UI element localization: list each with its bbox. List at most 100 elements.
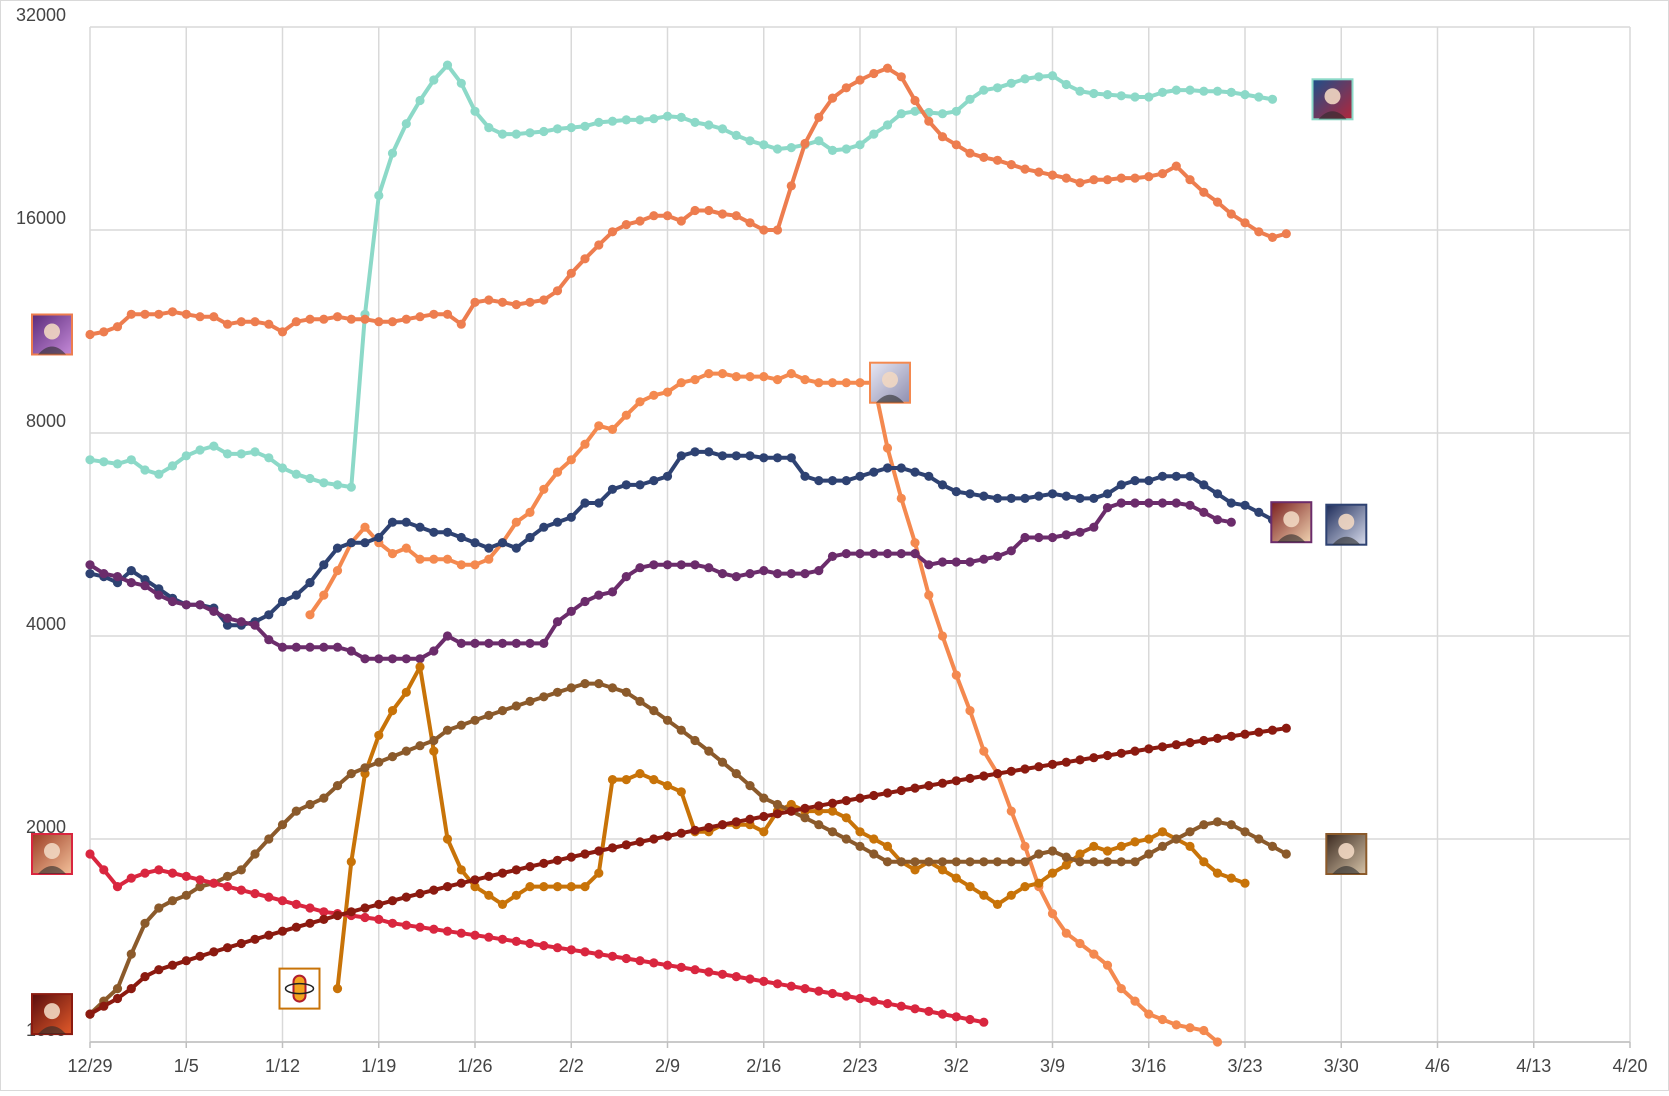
data-point: [497, 868, 508, 878]
data-point: [99, 865, 109, 875]
data-point: [992, 769, 1003, 779]
data-point: [99, 457, 109, 467]
data-point: [236, 865, 246, 875]
data-point: [112, 322, 123, 332]
data-point: [222, 319, 233, 329]
data-point: [195, 445, 205, 455]
data-point: [525, 638, 535, 649]
data-point: [855, 793, 865, 803]
data-point: [649, 476, 659, 486]
data-point: [1116, 857, 1126, 867]
data-point: [731, 451, 741, 461]
data-point: [1047, 759, 1058, 770]
data-point: [676, 451, 686, 461]
data-point: [855, 827, 865, 837]
data-point: [415, 312, 425, 322]
data-point: [717, 969, 728, 979]
data-point: [319, 478, 329, 488]
data-point: [662, 387, 673, 397]
icon-shoulders: [1332, 536, 1361, 545]
data-point: [511, 300, 521, 310]
data-point: [1185, 841, 1195, 852]
data-point: [511, 638, 521, 649]
data-point: [154, 590, 164, 600]
data-point: [717, 369, 728, 379]
icon-face: [1283, 511, 1300, 528]
data-point: [552, 286, 563, 296]
data-point: [635, 397, 645, 407]
data-point: [1102, 90, 1113, 100]
data-point: [869, 68, 879, 79]
capsule-shape: [292, 974, 307, 1003]
data-point: [800, 375, 810, 385]
data-point: [1102, 503, 1113, 513]
data-point: [291, 922, 301, 932]
data-point: [1212, 86, 1223, 96]
gridlines: [89, 26, 1631, 1043]
data-point: [1240, 500, 1250, 510]
data-point: [470, 638, 480, 649]
data-point: [566, 882, 576, 892]
y-tick-label: 16000: [16, 208, 66, 228]
data-point: [415, 522, 425, 532]
data-point: [786, 806, 796, 816]
data-point: [442, 60, 453, 70]
data-point: [855, 75, 865, 85]
data-point: [484, 295, 494, 305]
data-point: [387, 148, 398, 158]
data-point: [594, 117, 604, 127]
data-point: [1061, 928, 1071, 938]
data-point: [772, 809, 783, 819]
data-point: [979, 85, 989, 95]
data-point: [979, 890, 989, 900]
data-point: [1047, 909, 1058, 919]
series-line: [88, 681, 1289, 1017]
data-point: [1089, 88, 1099, 99]
data-point: [222, 871, 233, 882]
data-point: [937, 557, 948, 567]
data-point: [759, 453, 769, 463]
x-tick-label: 3/2: [944, 1056, 969, 1076]
data-point: [1171, 834, 1181, 844]
data-point: [827, 93, 838, 103]
data-point: [1130, 173, 1140, 183]
data-point: [979, 554, 989, 564]
data-point: [1116, 91, 1126, 101]
data-point: [924, 857, 934, 867]
data-point: [1116, 173, 1126, 183]
data-point: [607, 484, 618, 494]
data-point: [759, 811, 769, 822]
data-point: [401, 892, 411, 902]
data-point: [484, 871, 494, 882]
data-point: [1075, 755, 1085, 765]
data-point: [1212, 1037, 1223, 1047]
data-point: [1075, 849, 1085, 859]
data-point: [869, 549, 879, 559]
data-point: [621, 220, 631, 230]
data-point: [992, 899, 1003, 910]
data-point: [126, 873, 136, 883]
data-point: [415, 662, 425, 672]
data-point: [525, 128, 535, 138]
data-point: [594, 498, 604, 508]
data-point: [717, 820, 728, 830]
data-point: [690, 375, 700, 385]
data-point: [1061, 173, 1071, 183]
data-point: [1047, 532, 1058, 543]
data-point: [621, 115, 631, 125]
data-point: [1006, 78, 1016, 88]
data-point: [621, 480, 631, 490]
data-point: [759, 566, 769, 576]
data-point: [415, 889, 425, 899]
data-point: [566, 455, 576, 465]
data-point: [332, 543, 343, 553]
data-point: [690, 447, 700, 457]
axes: 12/29 1/5 1/12 1/19 1/26 2/2 2/9 2/16 2/23 3/2 3/9…: [16, 5, 1648, 1076]
data-point: [552, 467, 563, 477]
data-point: [1020, 857, 1030, 867]
data-point: [264, 610, 274, 620]
data-point: [731, 372, 741, 382]
data-point: [1075, 493, 1085, 503]
data-point: [305, 642, 315, 652]
data-point: [374, 654, 384, 664]
